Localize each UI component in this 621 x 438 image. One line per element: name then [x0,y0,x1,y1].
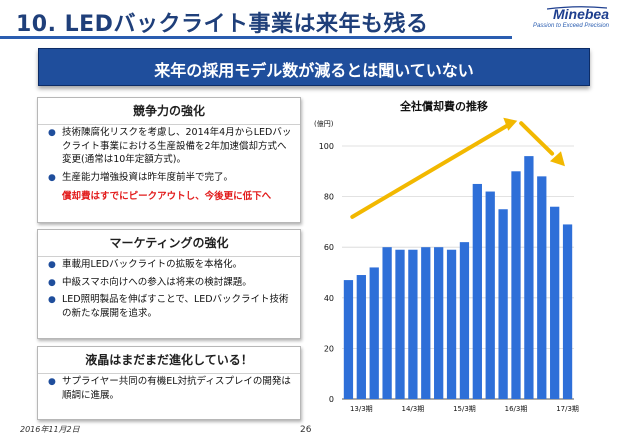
logo-swoosh-icon [547,6,607,10]
bullet-text: サプライヤー共同の有機EL対抗ディスプレイの開発は順調に進展。 [62,376,291,401]
chart-bar [408,249,418,399]
chart-bar [562,224,573,399]
panel-heading: 競争力の強化 [38,98,300,125]
chart-bar [356,275,366,399]
x-tick-label: 16/3期 [505,405,528,413]
y-tick-label: 100 [319,142,334,151]
bullet-text: 技術陳腐化リスクを考慮し、2014年4月からLEDバックライト事業における生産設… [62,127,292,165]
panel-lcd-evolution: 液晶はまだまだ進化している！ ● サプライヤー共同の有機EL対抗ディスプレイの開発… [37,346,301,420]
chart-bar [511,171,521,399]
y-tick-label: 20 [324,344,334,353]
panel-competitiveness: 競争力の強化 ● 技術陳腐化リスクを考慮し、2014年4月からLEDバックライト事… [37,97,301,223]
title-bar: 10. LEDバックライト事業は来年も残る Minebea Passion to… [0,0,621,40]
banner-text: 来年の採用モデル数が減るとは聞いていない [154,61,474,80]
bullet-text: LED照明製品を伸ばすことで、LEDバックライト技術の新たな展開を追求。 [62,294,289,319]
chart-bar [343,280,354,399]
logo-name: Minebea [552,6,609,22]
y-tick-label: 80 [324,193,334,202]
company-logo: Minebea Passion to Exceed Precision [513,6,609,36]
bullet-text: 生産能力増強投資は昨年度前半で完了。 [62,171,234,183]
chart-bar [537,176,547,399]
falling-arrow-shaft [519,121,555,156]
bullet-dot-icon: ● [48,128,56,138]
chart-bar [550,206,560,399]
x-tick-label: 15/3期 [453,405,476,413]
chart-bar [395,249,405,399]
logo-tagline: Passion to Exceed Precision [532,23,609,29]
x-tick-label: 17/3期 [556,405,579,413]
chart-bar [459,242,470,399]
y-tick-label: 0 [329,395,334,404]
panel-body: ● 技術陳腐化リスクを考慮し、2014年4月からLEDバックライト事業における生産… [38,126,300,202]
chart-bar [369,267,379,399]
panel-body: ● サプライヤー共同の有機EL対抗ディスプレイの開発は順調に進展。 [38,375,300,406]
chart-bar [524,156,534,399]
bullet-item: ● 技術陳腐化リスクを考慮し、2014年4月からLEDバックライト事業における生産… [38,126,300,167]
chart-bar [434,247,444,399]
bullet-item: ● 車載用LEDバックライトの拡販を本格化。 [38,258,300,272]
x-tick-label: 13/3期 [350,405,373,413]
chart-bar [382,247,392,399]
rising-arrow-shaft [350,123,509,219]
bullet-dot-icon: ● [48,260,56,270]
bullet-item: ● LED照明製品を伸ばすことで、LEDバックライト技術の新たな展開を追求。 [38,293,300,320]
chart-bar [421,247,431,399]
chart-bar [446,249,457,399]
bullet-dot-icon: ● [48,295,56,305]
bullet-dot-icon: ● [48,377,56,387]
y-tick-label: 60 [324,243,334,252]
bullet-item: ● 生産能力増強投資は昨年度前半で完了。 [38,171,300,185]
x-tick-label: 14/3期 [402,405,425,413]
y-axis-ticks: 0 20 40 60 80 100 [319,142,334,404]
chart-bar [485,191,495,399]
bullet-dot-icon: ● [48,277,56,288]
y-unit-label: (億円) [314,119,334,128]
slide-title: 10. LEDバックライト事業は来年も残る [16,12,429,37]
bullet-dot-icon: ● [48,172,56,183]
y-tick-label: 40 [324,294,334,303]
chart-bar [498,209,508,399]
trend-arrows [350,117,565,219]
footer-date: 2016年11月2日 [20,425,80,434]
bullet-text: 車載用LEDバックライトの拡販を本格化。 [62,259,243,270]
panel-marketing: マーケティングの強化 ● 車載用LEDバックライトの拡販を本格化。 ● 中級スマホ向… [37,229,301,339]
chart-bars [343,156,573,399]
highlight-note: 償却費はすでにピークアウトし、今後更に低下へ [62,191,272,202]
page-number: 26 [300,425,312,435]
panel-heading: 液晶はまだまだ進化している！ [38,347,300,374]
chart-title: 全社償却費の推移 [399,99,488,113]
x-axis-labels: 13/3期 14/3期 15/3期 16/3期 17/3期 [350,405,579,413]
title-underline [0,36,512,39]
depreciation-chart: 全社償却費の推移 (億円) 0 20 40 60 80 100 13/3期 14/3期 15/… [314,99,579,413]
headline-banner: 来年の採用モデル数が減るとは聞いていない [38,48,590,86]
chart-bar [472,183,482,399]
bullet-item: ● 中級スマホ向けへの参入は将来の検討課題。 [38,276,300,290]
falling-arrow-head-icon [549,151,565,167]
bullet-text: 中級スマホ向けへの参入は将来の検討課題。 [62,276,252,288]
panel-body: ● 車載用LEDバックライトの拡販を本格化。 ● 中級スマホ向けへの参入は将来の検討… [38,258,300,324]
chart-gridlines [342,145,574,400]
panel-heading: マーケティングの強化 [38,230,300,257]
rising-arrow-head-icon [503,117,518,131]
bullet-item: ● サプライヤー共同の有機EL対抗ディスプレイの開発は順調に進展。 [38,375,300,402]
